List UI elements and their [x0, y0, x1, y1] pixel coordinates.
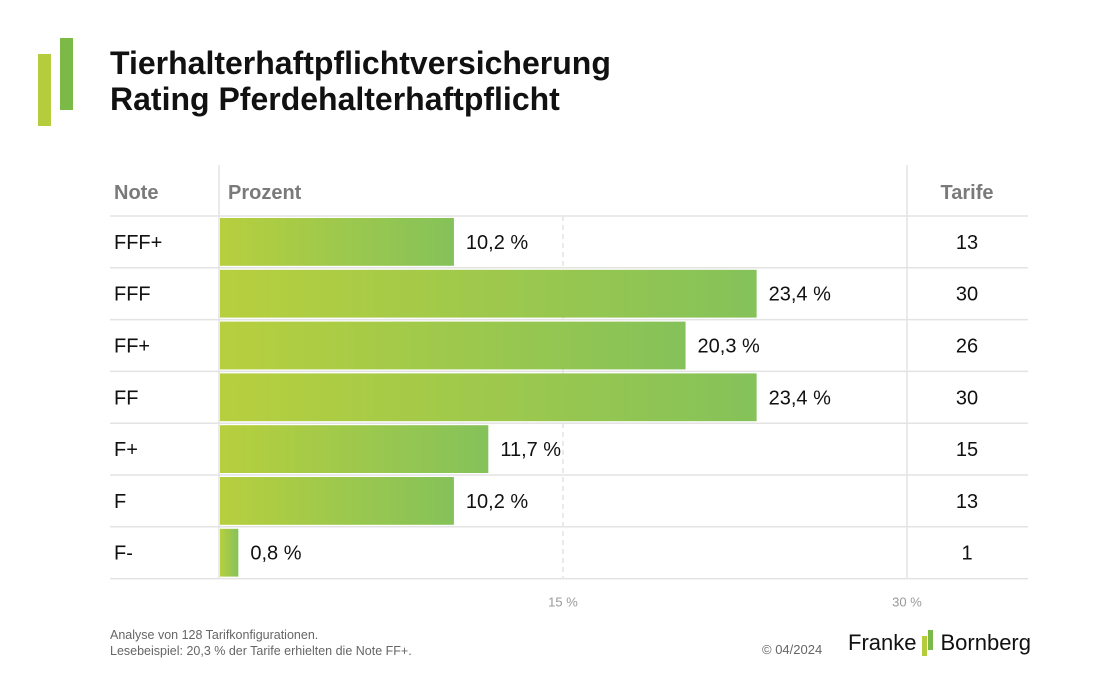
value-label: 23,4 %: [769, 284, 831, 306]
bar-F+: [220, 425, 489, 473]
brand-logo-mark-icon: [38, 38, 73, 126]
x-tick-label: 30 %: [892, 595, 922, 610]
value-label: 10,2 %: [466, 491, 528, 513]
tarife-count: 30: [956, 387, 978, 409]
footnote-reading-example: Lesebeispiel: 20,3 % der Tarife erhielte…: [110, 644, 412, 658]
value-label: 0,8 %: [250, 543, 301, 565]
footnote-analysis: Analyse von 128 Tarifkonfigurationen.: [110, 628, 319, 642]
category-label: FF: [114, 387, 138, 409]
chart-title: Tierhalterhaftpflichtversicherung Rating…: [110, 45, 611, 117]
brand-separator-icon: [922, 630, 934, 656]
chart-title-line1: Tierhalterhaftpflichtversicherung: [110, 45, 611, 81]
chart-footnote: Analyse von 128 Tarifkonfigurationen. Le…: [110, 627, 412, 659]
bar-FF+: [220, 321, 686, 370]
header-tarife: Tarife: [941, 182, 994, 204]
category-label: FFF+: [114, 232, 162, 254]
brand-name-right: Bornberg: [940, 630, 1031, 655]
value-label: 10,2 %: [466, 232, 528, 254]
tarife-count: 26: [956, 336, 978, 358]
tarife-count: 13: [956, 491, 978, 513]
bar-FFF+: [220, 218, 454, 266]
copyright-date: © 04/2024: [762, 642, 823, 657]
chart-subtitle: Rating Pferdehalterhaftpflicht: [110, 81, 560, 117]
header-note: Note: [114, 182, 158, 204]
tarife-count: 1: [961, 543, 972, 565]
brand-logo: Franke Bornberg: [848, 630, 1031, 656]
category-label: FFF: [114, 284, 151, 306]
tarife-count: 15: [956, 439, 978, 461]
bar-F-: [220, 528, 239, 577]
category-label: F: [114, 491, 126, 513]
bar-F: [220, 477, 454, 525]
tarife-count: 30: [956, 284, 978, 306]
bar-FFF: [220, 269, 757, 318]
value-label: 11,7 %: [500, 439, 561, 461]
x-tick-label: 15 %: [548, 595, 578, 610]
brand-name-left: Franke: [848, 630, 917, 655]
category-label: F+: [114, 439, 138, 461]
category-label: F-: [114, 543, 133, 565]
tarife-count: 13: [956, 232, 978, 254]
header-prozent: Prozent: [228, 182, 302, 204]
category-label: FF+: [114, 336, 150, 358]
bar-FF: [220, 373, 757, 422]
value-label: 20,3 %: [698, 336, 760, 358]
value-label: 23,4 %: [769, 387, 831, 409]
